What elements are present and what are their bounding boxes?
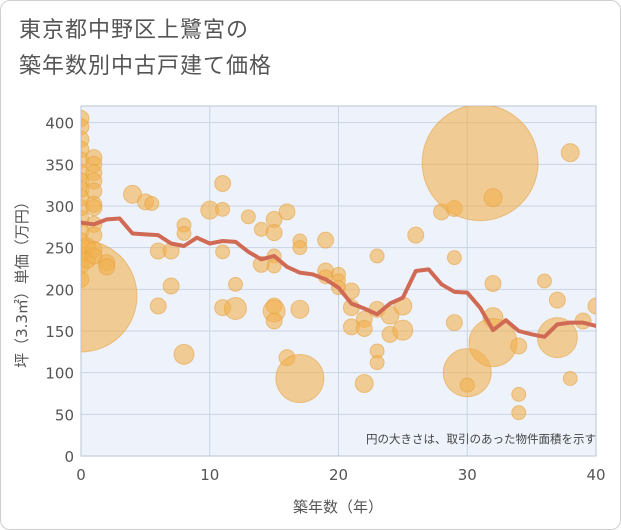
- data-bubble: [380, 305, 400, 325]
- x-tick-label: 0: [76, 466, 86, 484]
- title-line-1: 東京都中野区上鷺宮の: [19, 18, 250, 43]
- y-tick-label: 150: [45, 323, 74, 341]
- y-axis-label: 坪（3.3㎡）単価（万円）: [13, 194, 31, 368]
- data-bubble: [510, 337, 528, 355]
- data-bubble: [292, 240, 308, 256]
- data-bubble: [162, 277, 180, 295]
- data-bubble: [407, 226, 425, 244]
- data-bubble: [173, 343, 195, 365]
- y-tick-label: 350: [45, 156, 74, 174]
- data-bubble: [275, 354, 325, 403]
- x-tick-label: 10: [200, 466, 219, 484]
- y-tick-label: 0: [64, 448, 74, 466]
- data-bubble: [266, 258, 282, 274]
- data-bubble: [354, 374, 374, 393]
- data-bubble: [511, 405, 527, 421]
- data-bubble: [355, 320, 373, 337]
- data-bubble: [176, 226, 192, 241]
- data-bubble: [483, 188, 503, 208]
- data-bubble: [81, 118, 90, 136]
- trend-line-layer: [81, 216, 596, 339]
- x-tick-label: 40: [586, 466, 605, 484]
- data-bubble: [587, 297, 596, 315]
- data-bubble: [562, 371, 578, 386]
- data-bubble: [98, 258, 116, 276]
- data-bubble: [214, 175, 232, 192]
- data-bubble: [81, 239, 138, 353]
- y-tick-label: 200: [45, 281, 74, 299]
- data-bubble: [548, 291, 566, 309]
- size-note: 円の大きさは、取引のあった物件面積を示す: [366, 432, 596, 446]
- data-bubble: [484, 275, 502, 292]
- data-bubble: [536, 317, 578, 359]
- data-bubble: [228, 276, 243, 292]
- data-bubble: [215, 201, 231, 217]
- data-bubble: [265, 312, 283, 330]
- data-bubble: [290, 299, 310, 319]
- y-tick-label: 100: [45, 365, 74, 383]
- x-tick-label: 20: [329, 466, 348, 484]
- average-price-line: [81, 216, 596, 339]
- data-bubble: [421, 106, 539, 222]
- data-bubble: [85, 199, 103, 217]
- data-bubble: [215, 244, 231, 260]
- y-tick-label: 300: [45, 198, 74, 216]
- data-bubble: [560, 143, 580, 163]
- tick-labels: 0 50 100 150 200 250 300 350 400 0 10 20 30 40: [45, 115, 605, 484]
- x-axis-label: 築年数（年）: [293, 498, 383, 516]
- bubble-layer: [81, 106, 596, 421]
- data-bubble: [149, 297, 167, 315]
- data-bubble: [459, 377, 475, 393]
- data-bubble: [240, 209, 256, 225]
- title-line-2: 築年数別中古戸建て価格: [19, 54, 273, 79]
- data-bubble: [224, 297, 247, 320]
- y-tick-label: 250: [45, 240, 74, 258]
- data-bubble: [265, 224, 283, 242]
- data-bubble: [369, 248, 385, 264]
- y-tick-label: 50: [55, 406, 74, 424]
- x-tick-label: 30: [458, 466, 477, 484]
- data-bubble: [369, 355, 385, 371]
- data-bubble: [392, 319, 414, 341]
- data-bubble: [537, 273, 552, 289]
- data-bubble: [278, 203, 296, 221]
- chart-title: 東京都中野区上鷺宮の 築年数別中古戸建て価格: [19, 13, 272, 85]
- data-bubble: [445, 314, 463, 332]
- data-bubble: [317, 231, 335, 249]
- data-bubble: [85, 226, 103, 244]
- y-tick-label: 400: [45, 115, 74, 133]
- data-bubble: [511, 386, 527, 402]
- data-bubble: [446, 250, 462, 266]
- data-bubble: [144, 196, 160, 211]
